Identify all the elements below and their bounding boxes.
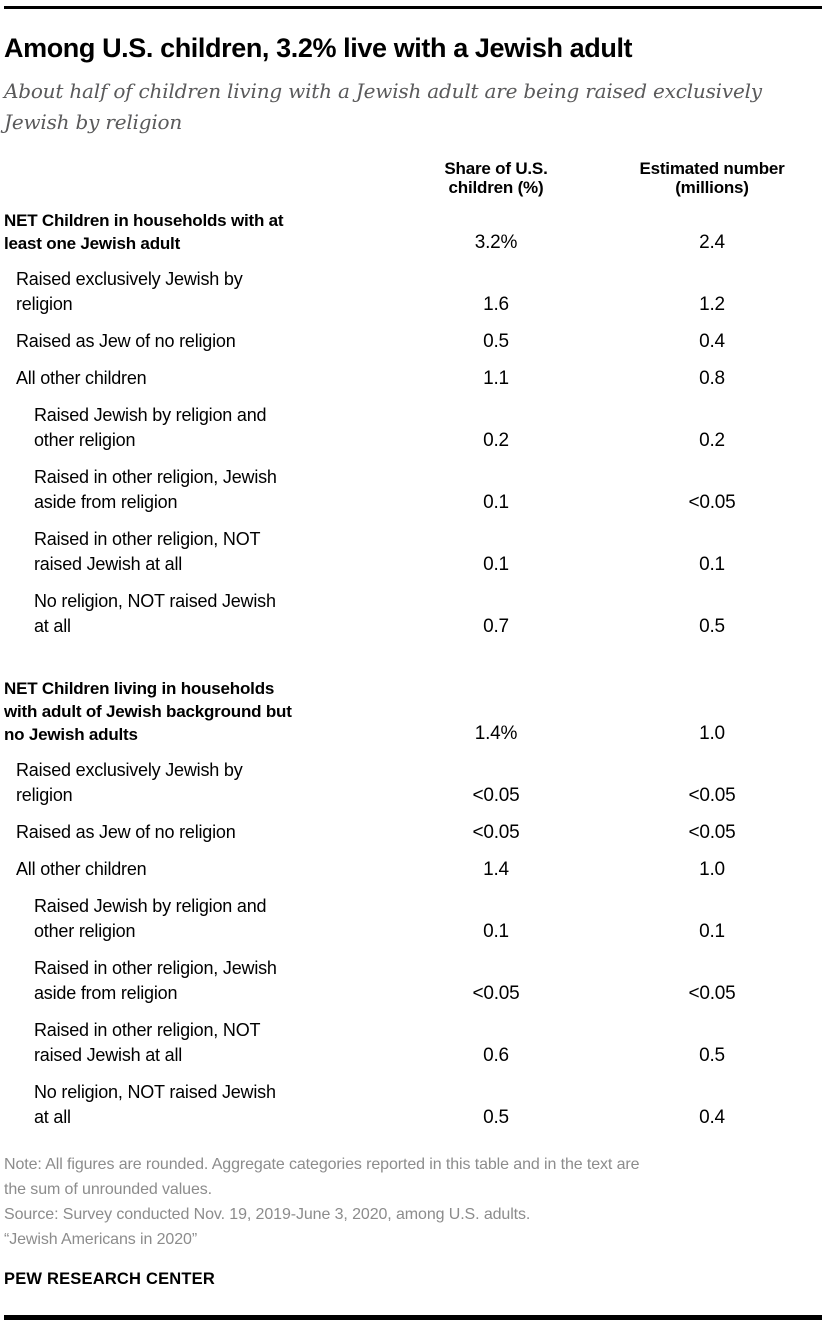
- table-section-2: NET Children living in households with a…: [4, 677, 822, 1130]
- row-label: Raised in other religion, NOT raised Jew…: [34, 1020, 261, 1065]
- row-number-value: 0.4: [699, 1107, 725, 1128]
- table-section-1: NET Children in households with at least…: [4, 209, 822, 639]
- row-number-value: <0.05: [688, 983, 736, 1004]
- row-share-value: 1.4%: [474, 723, 518, 744]
- column-header-number: Estimated number (millions): [639, 159, 785, 197]
- table-row: Raised Jewish by religion and other reli…: [4, 403, 822, 453]
- table-row: Raised exclusively Jewish by religion <0…: [4, 758, 822, 808]
- table-row: All other children 1.4 1.0: [4, 857, 822, 882]
- row-label: Raised as Jew of no religion: [16, 822, 236, 842]
- row-share-value: 0.6: [483, 1045, 509, 1066]
- citation-text: “Jewish Americans in 2020”: [4, 1231, 198, 1248]
- row-share-value: <0.05: [472, 785, 520, 806]
- row-number-value: 1.2: [699, 294, 725, 315]
- row-number-value: 0.1: [699, 921, 725, 942]
- column-header-row: Share of U.S. children (%) Estimated num…: [4, 159, 822, 197]
- table-row: Raised in other religion, Jewish aside f…: [4, 465, 822, 515]
- bottom-rule: [4, 1315, 822, 1320]
- table-row: Raised as Jew of no religion 0.5 0.4: [4, 329, 822, 354]
- row-label: All other children: [16, 859, 147, 879]
- row-label: Raised Jewish by religion and other reli…: [34, 405, 267, 450]
- table-body: NET Children in households with at least…: [4, 209, 822, 1130]
- row-share-value: 0.1: [483, 921, 509, 942]
- row-share-value: 1.1: [483, 368, 509, 389]
- row-share-value: 1.4: [483, 859, 509, 880]
- row-number-value: <0.05: [688, 785, 736, 806]
- row-share-value: 0.7: [483, 616, 509, 637]
- row-number-value: <0.05: [688, 492, 736, 513]
- row-label: Raised Jewish by religion and other reli…: [34, 896, 267, 941]
- column-header-share: Share of U.S. children (%): [444, 159, 548, 197]
- row-share-value: 0.1: [483, 554, 509, 575]
- table-row: Raised Jewish by religion and other reli…: [4, 894, 822, 944]
- row-number-value: 2.4: [699, 232, 725, 253]
- table-row: Raised as Jew of no religion <0.05 <0.05: [4, 820, 822, 845]
- row-label: No religion, NOT raised Jewish at all: [34, 1082, 276, 1127]
- page-subtitle: About half of children living with a Jew…: [4, 79, 762, 134]
- footnotes: Note: All figures are rounded. Aggregate…: [4, 1152, 822, 1252]
- row-number-value: 1.0: [699, 859, 725, 880]
- table-row: Raised in other religion, Jewish aside f…: [4, 956, 822, 1006]
- table-row: NET Children in households with at least…: [4, 209, 822, 255]
- row-share-value: 0.2: [483, 430, 509, 451]
- row-number-value: 0.8: [699, 368, 725, 389]
- row-share-value: 1.6: [483, 294, 509, 315]
- row-label: Raised exclusively Jewish by religion: [16, 760, 243, 805]
- row-number-value: 0.5: [699, 1045, 725, 1066]
- row-share-value: <0.05: [472, 822, 520, 843]
- table-row: Raised in other religion, NOT raised Jew…: [4, 1018, 822, 1068]
- table-row: NET Children living in households with a…: [4, 677, 822, 746]
- source-text: Source: Survey conducted Nov. 19, 2019-J…: [4, 1206, 531, 1223]
- row-label: No religion, NOT raised Jewish at all: [34, 591, 276, 636]
- row-label: All other children: [16, 368, 147, 388]
- row-number-value: 0.5: [699, 616, 725, 637]
- row-label: NET Children living in households with a…: [4, 679, 292, 744]
- table-row: No religion, NOT raised Jewish at all 0.…: [4, 1080, 822, 1130]
- row-share-value: <0.05: [472, 983, 520, 1004]
- page-title: Among U.S. children, 3.2% live with a Je…: [4, 33, 633, 63]
- row-number-value: 0.1: [699, 554, 725, 575]
- row-label: Raised in other religion, Jewish aside f…: [34, 467, 277, 512]
- row-number-value: 1.0: [699, 723, 725, 744]
- table-row: Raised exclusively Jewish by religion 1.…: [4, 267, 822, 317]
- row-label: Raised exclusively Jewish by religion: [16, 269, 243, 314]
- row-number-value: <0.05: [688, 822, 736, 843]
- row-share-value: 3.2%: [474, 232, 518, 253]
- pew-research-center-wordmark: PEW RESEARCH CENTER: [4, 1270, 215, 1288]
- table-row: Raised in other religion, NOT raised Jew…: [4, 527, 822, 577]
- row-number-value: 0.4: [699, 331, 725, 352]
- row-number-value: 0.2: [699, 430, 725, 451]
- row-share-value: 0.5: [483, 331, 509, 352]
- table-row: No religion, NOT raised Jewish at all 0.…: [4, 589, 822, 639]
- row-label: NET Children in households with at least…: [4, 211, 284, 253]
- row-label: Raised in other religion, NOT raised Jew…: [34, 529, 261, 574]
- row-share-value: 0.5: [483, 1107, 509, 1128]
- note-text: Note: All figures are rounded. Aggregate…: [4, 1156, 640, 1198]
- top-rule: [4, 6, 822, 9]
- row-label: Raised as Jew of no religion: [16, 331, 236, 351]
- row-label: Raised in other religion, Jewish aside f…: [34, 958, 277, 1003]
- row-share-value: 0.1: [483, 492, 509, 513]
- table-row: All other children 1.1 0.8: [4, 366, 822, 391]
